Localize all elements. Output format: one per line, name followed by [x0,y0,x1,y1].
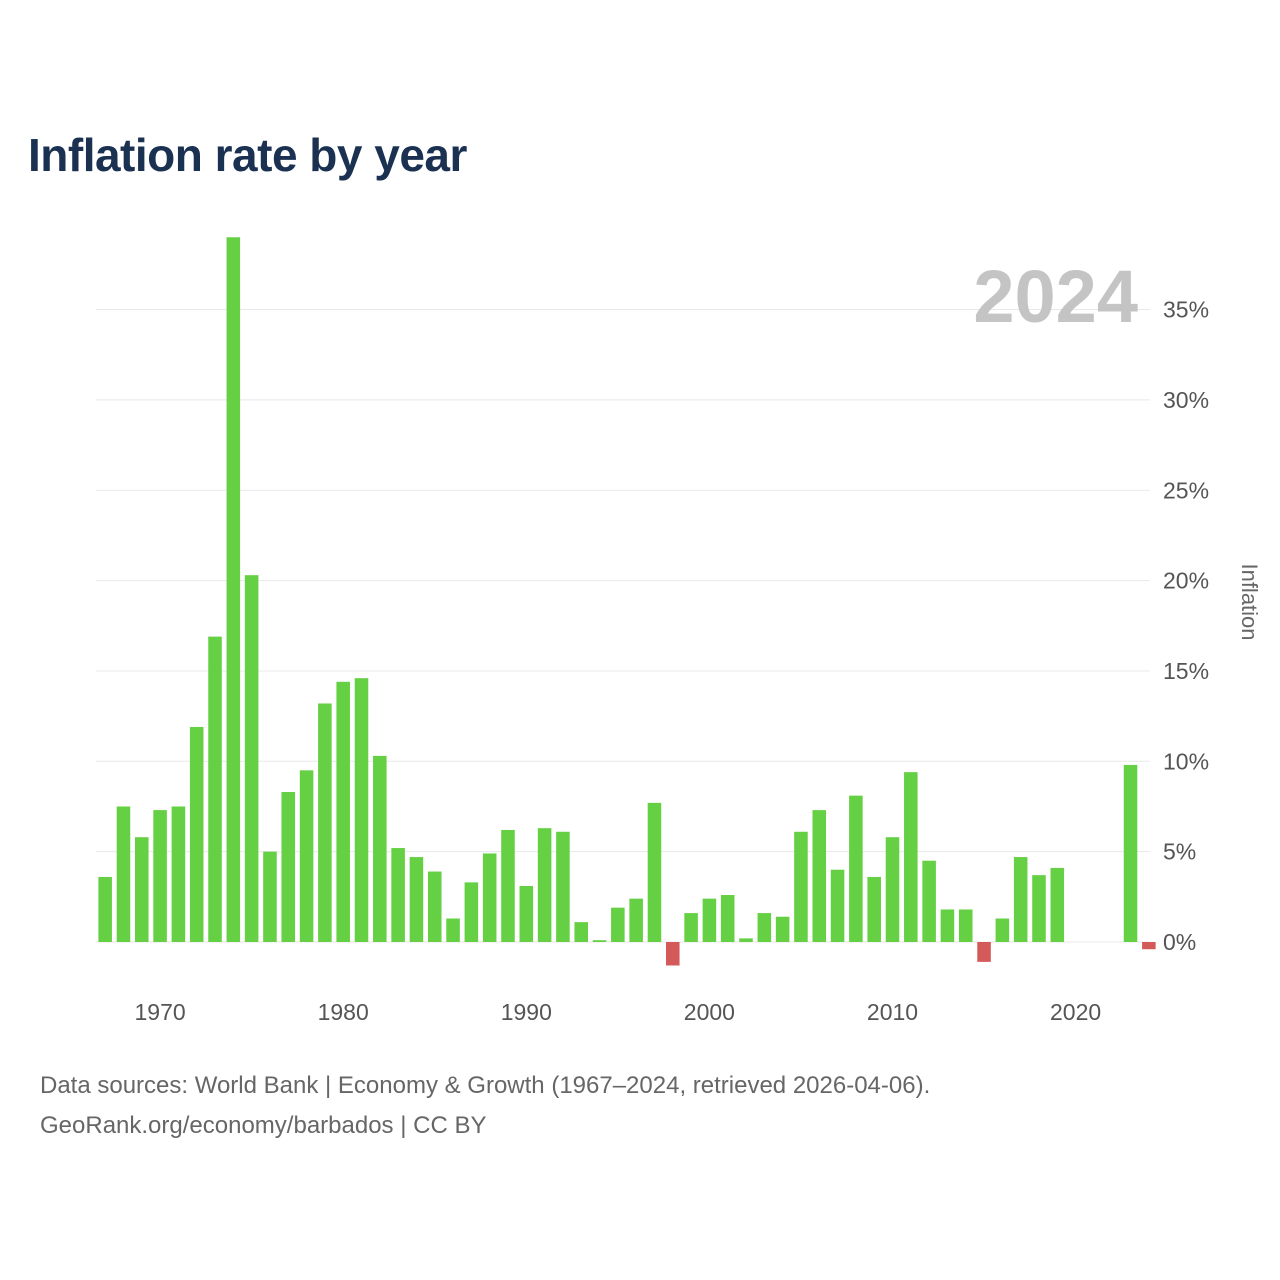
bar-2003 [757,913,772,942]
bar-1992 [556,831,570,942]
bar-1983 [391,848,405,942]
bar-2012 [922,860,936,942]
current-year-watermark: 2024 [973,255,1138,338]
bar-2005 [794,831,808,942]
bar-1994 [592,940,607,942]
bar-1996 [629,898,643,942]
bar-1999 [684,913,698,942]
bar-1984 [409,857,424,942]
bar-2016 [995,918,1010,942]
bars [98,237,1156,966]
bar-2004 [775,916,790,942]
bar-2010 [885,837,900,942]
x-axis-tick-labels: 1970 1980 1990 2000 2010 2020 [135,999,1102,1025]
bar-1989 [501,829,515,942]
bar-1988 [482,853,497,942]
bar-2019 [1050,867,1065,942]
bar-1974 [226,237,241,942]
footer: Data sources: World Bank | Economy & Gro… [40,1066,930,1146]
bar-1985 [427,871,442,942]
y-tick-label: 5% [1163,839,1196,865]
bar-1995 [611,907,625,942]
x-tick-label: 1970 [135,999,186,1025]
bar-2002 [739,938,753,942]
bar-2006 [812,810,827,942]
bar-1971 [171,806,186,942]
bar-1986 [446,918,460,942]
bar-2009 [867,876,881,942]
bar-1967 [98,876,112,942]
bar-1993 [574,922,588,942]
bar-1997 [647,802,662,942]
bar-1973 [208,636,222,942]
bar-1968 [116,806,131,942]
bar-1980 [336,681,350,942]
bar-1969 [135,837,149,942]
bar-1978 [299,770,314,942]
x-tick-label: 2010 [867,999,918,1025]
bar-1990 [519,885,534,942]
bar-1972 [189,726,204,942]
bar-2008 [849,795,863,942]
bar-2018 [1032,875,1046,942]
bar-2013 [940,909,955,942]
bar-2015 [977,942,991,962]
chart-title: Inflation rate by year [28,129,467,181]
bar-2017 [1013,857,1028,942]
x-tick-label: 2000 [684,999,735,1025]
y-tick-label: 35% [1163,297,1209,323]
bar-1970 [153,810,167,942]
x-tick-label: 2020 [1050,999,1101,1025]
bar-1982 [373,755,387,942]
bar-1981 [354,678,369,942]
source-url-license: GeoRank.org/economy/barbados | CC BY [40,1112,487,1139]
bar-2023 [1123,764,1138,942]
bar-2014 [958,909,973,942]
bar-1991 [537,828,552,942]
bar-2001 [720,895,735,942]
bar-2024 [1142,942,1156,950]
y-tick-label: 10% [1163,748,1209,774]
bar-1976 [263,851,277,942]
y-tick-label: 15% [1163,658,1209,684]
bar-1979 [318,703,332,942]
y-tick-label: 20% [1163,568,1209,594]
bar-1977 [281,792,296,942]
x-tick-label: 1980 [318,999,369,1025]
y-tick-label: 0% [1163,929,1196,955]
y-tick-label: 25% [1163,477,1209,503]
y-axis-tick-labels: 0% 5% 10% 15% 20% 25% 30% 35% [1163,297,1209,955]
bar-2011 [904,772,918,942]
bar-2007 [830,869,845,942]
x-tick-label: 1990 [501,999,552,1025]
bar-1998 [666,942,680,966]
bar-1975 [244,575,259,942]
data-sources-text: Data sources: World Bank | Economy & Gro… [40,1072,931,1099]
y-axis-title: Inflation [1237,563,1262,640]
bar-1987 [464,882,479,942]
bar-2000 [702,898,717,942]
y-tick-label: 30% [1163,387,1209,413]
